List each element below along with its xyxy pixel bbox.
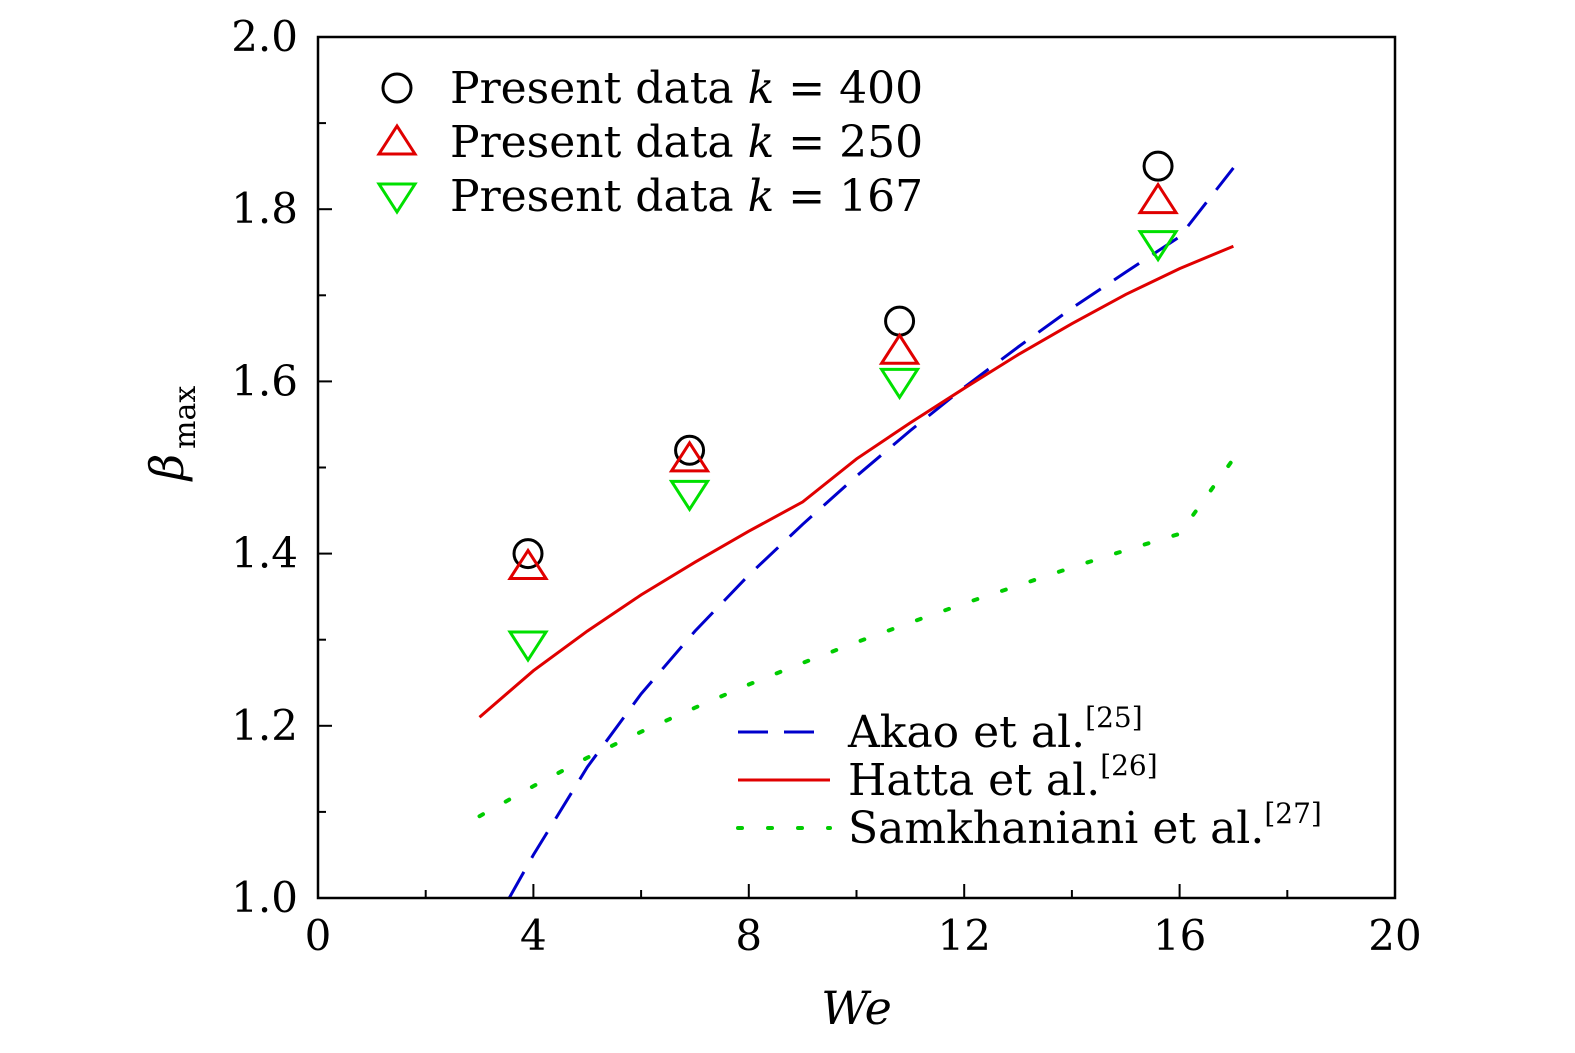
y-axis-title-subscript: max xyxy=(168,386,203,449)
legend-label-main: Present data xyxy=(450,117,748,168)
legend-label-value: = 167 xyxy=(774,171,923,222)
data-point-s2-3 xyxy=(878,332,921,365)
y-tick-label: 1.2 xyxy=(231,701,298,750)
legend-label-2: Present data k = 250 xyxy=(450,117,923,168)
plot-area xyxy=(477,150,1236,899)
y-tick-label: 1.4 xyxy=(231,529,298,578)
legend-label-var: k xyxy=(748,117,775,168)
legend-line-label-main: Samkhaniani et al. xyxy=(848,803,1264,854)
legend-label-main: Present data xyxy=(450,171,748,222)
legend-marker-3 xyxy=(376,182,418,215)
data-point-s3-3 xyxy=(878,367,921,401)
legend-line-label-ref: [27] xyxy=(1264,797,1321,830)
x-tick-label: 16 xyxy=(1153,911,1206,960)
legend-label-value: = 400 xyxy=(774,63,923,114)
data-point-s2-1 xyxy=(507,547,549,581)
line-series-2 xyxy=(478,244,1234,719)
data-point-s3-4 xyxy=(1137,230,1179,263)
legend-line-label-main: Hatta et al. xyxy=(848,755,1100,806)
axes: 0 4 8 12 16 20 1.0 1.2 1.4 1.6 1.8 2.0 We β max xyxy=(140,12,1422,1035)
y-axis-title-text: β xyxy=(140,454,194,483)
y-tick-label: 1.6 xyxy=(231,356,298,405)
x-axis-title: We xyxy=(821,981,892,1035)
y-axis-title: β max xyxy=(140,386,203,483)
y-tick-label: 1.0 xyxy=(231,873,298,922)
legend-marker-1 xyxy=(381,72,413,104)
x-tick-label: 4 xyxy=(520,911,547,960)
legend-label-value: = 250 xyxy=(774,117,923,168)
legend-label-3: Present data k = 167 xyxy=(450,171,923,222)
legend-line-label-2: Hatta et al.[26] xyxy=(848,749,1158,806)
data-point-s2-4 xyxy=(1137,181,1179,215)
data-point-s1-4 xyxy=(1142,150,1174,182)
data-point-s2-2 xyxy=(668,440,711,473)
legend-label-main: Present data xyxy=(450,63,748,114)
x-tick-label: 0 xyxy=(305,911,332,960)
legend-line-label-ref: [25] xyxy=(1085,701,1142,734)
y-tick-label: 1.8 xyxy=(231,184,298,233)
legend-line-label-1: Akao et al.[25] xyxy=(847,701,1143,758)
data-point-s3-1 xyxy=(507,630,549,663)
x-tick-label: 12 xyxy=(937,911,990,960)
legend-label-var: k xyxy=(748,171,775,222)
data-point-s1-2 xyxy=(674,434,706,466)
legend-line-label-3: Samkhaniani et al.[27] xyxy=(848,797,1322,854)
legend-label-1: Present data k = 400 xyxy=(450,63,923,114)
data-point-s3-2 xyxy=(668,479,711,513)
data-point-s1-1 xyxy=(512,538,544,570)
x-tick-label: 20 xyxy=(1368,911,1421,960)
data-point-s1-3 xyxy=(884,305,916,337)
legend-line-label-main: Akao et al. xyxy=(847,707,1085,758)
legend-line-label-ref: [26] xyxy=(1100,749,1157,782)
legend-lines: Akao et al.[25]Hatta et al.[26]Samkhania… xyxy=(736,701,1322,854)
x-tick-label: 8 xyxy=(735,911,762,960)
legend-label-var: k xyxy=(748,63,775,114)
legend-marker-2 xyxy=(376,123,418,156)
y-tick-label: 2.0 xyxy=(231,12,298,61)
